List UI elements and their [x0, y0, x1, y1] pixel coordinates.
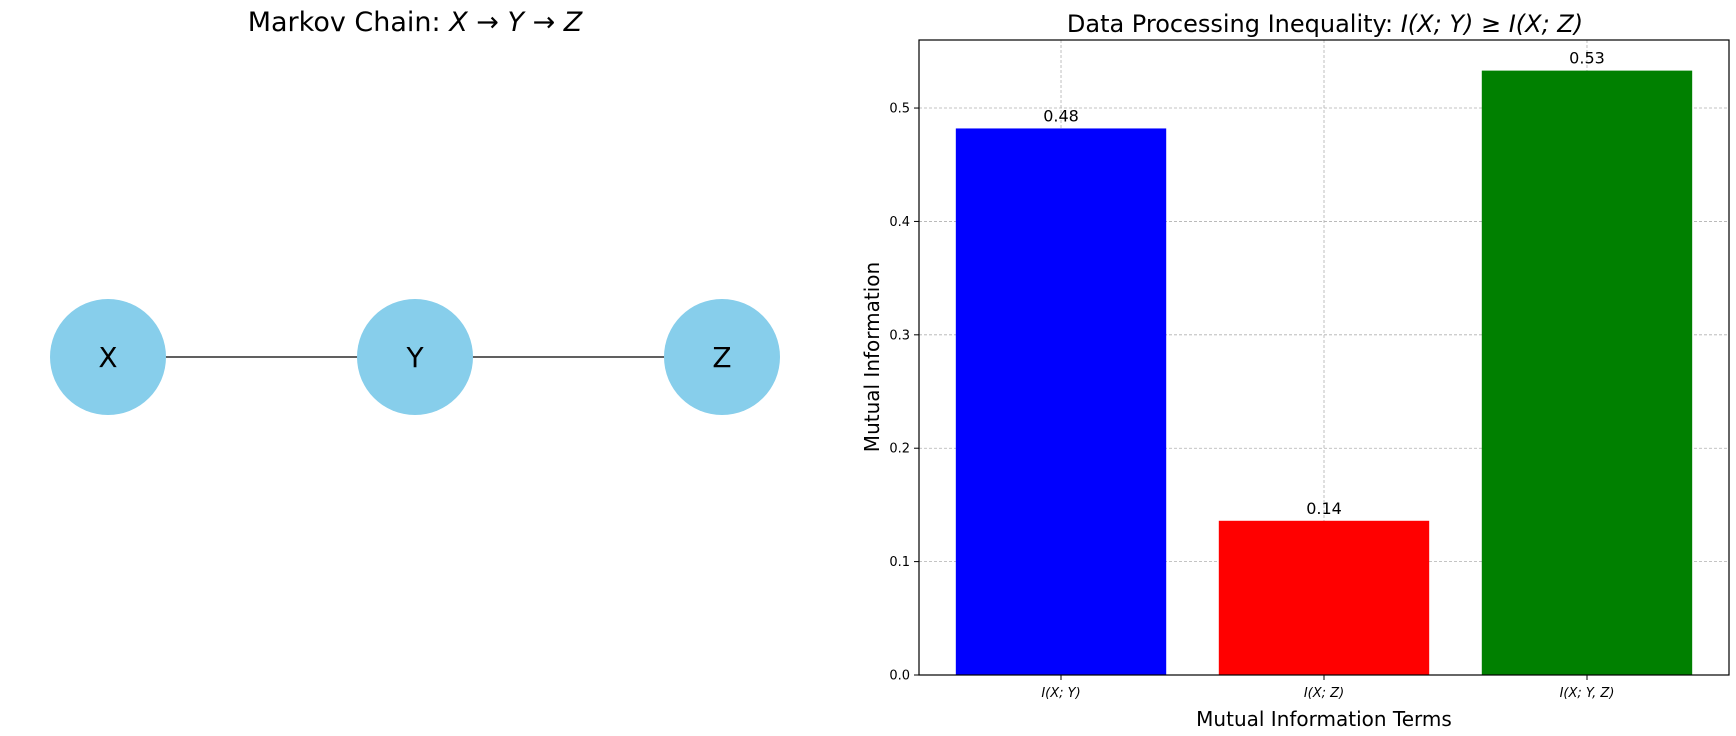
chart-title-math: I(X; Y) ≥ I(X; Z): [1401, 10, 1583, 38]
bar-value-label: 0.53: [1569, 49, 1605, 68]
x-axis-label: Mutual Information Terms: [1196, 707, 1452, 731]
y-tick-label: 0.1: [889, 555, 910, 570]
diagram-title: Markov Chain: X → Y → Z: [248, 7, 583, 38]
chart-value-labels: 0.48 0.14 0.53: [1043, 49, 1605, 518]
chart-bars: [955, 70, 1693, 676]
y-tick-label: 0.3: [889, 328, 910, 343]
bar-1: [1218, 520, 1430, 675]
markov-chain-diagram: Markov Chain: X → Y → Z X Y Z: [50, 7, 780, 415]
diagram-title-text: Markov Chain:: [248, 7, 450, 38]
y-axis-ticks: 0.0 0.1 0.2 0.3 0.4 0.5: [889, 102, 919, 684]
y-tick-label: 0.2: [889, 442, 910, 457]
x-tick-label: I(X; Z): [1304, 686, 1344, 701]
node-label-x: X: [98, 341, 117, 374]
node-y: [357, 299, 473, 415]
bar-2: [1481, 70, 1693, 675]
y-axis-label: Mutual Information: [860, 262, 884, 452]
node-z: [664, 299, 780, 415]
chart-title: Data Processing Inequality: I(X; Y) ≥ I(…: [1067, 10, 1583, 38]
x-tick-label: I(X; Y): [1041, 686, 1080, 701]
y-tick-label: 0.4: [889, 215, 910, 230]
node-label-z: Z: [712, 341, 731, 374]
node-label-y: Y: [405, 341, 424, 374]
bar-value-label: 0.48: [1043, 106, 1079, 125]
chart-title-text: Data Processing Inequality:: [1067, 10, 1401, 38]
node-x: [50, 299, 166, 415]
x-axis-ticks: I(X; Y) I(X; Z) I(X; Y, Z): [1041, 675, 1614, 701]
diagram-title-math: X → Y → Z: [447, 7, 583, 38]
x-tick-label: I(X; Y, Z): [1560, 686, 1615, 701]
y-tick-label: 0.0: [889, 669, 910, 684]
bar-0: [955, 128, 1167, 676]
diagram-nodes: X Y Z: [50, 299, 780, 415]
bar-chart: Data Processing Inequality: I(X; Y) ≥ I(…: [860, 10, 1730, 731]
bar-value-label: 0.14: [1306, 499, 1342, 518]
y-tick-label: 0.5: [889, 102, 910, 117]
